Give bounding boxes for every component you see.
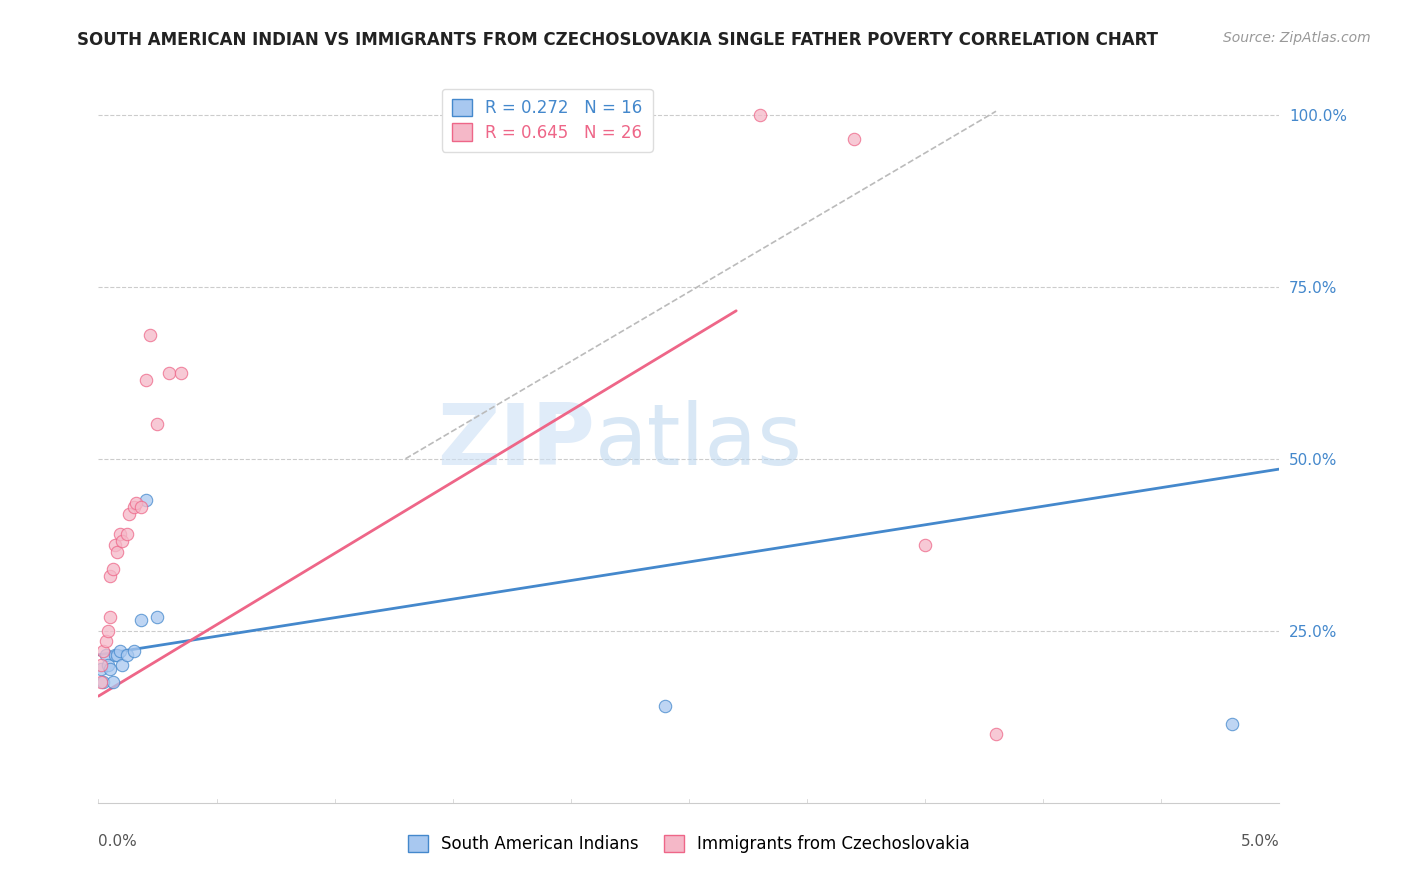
- Legend: South American Indians, Immigrants from Czechoslovakia: South American Indians, Immigrants from …: [401, 828, 977, 860]
- Point: [146, 610, 169, 624]
- Point: [135, 373, 157, 387]
- Point: [129, 500, 152, 514]
- Text: ZIP: ZIP: [437, 400, 595, 483]
- Point: [129, 614, 152, 628]
- Point: [157, 366, 180, 380]
- Point: [94, 648, 117, 662]
- Point: [844, 132, 866, 146]
- Point: [97, 658, 120, 673]
- Point: [139, 327, 162, 342]
- Point: [90, 658, 112, 673]
- Point: [115, 648, 138, 662]
- Point: [90, 662, 112, 676]
- Text: 5.0%: 5.0%: [1240, 834, 1279, 849]
- Point: [122, 500, 145, 514]
- Point: [146, 417, 169, 432]
- Point: [118, 507, 141, 521]
- Point: [94, 634, 117, 648]
- Point: [101, 675, 124, 690]
- Point: [111, 658, 134, 673]
- Point: [115, 527, 138, 541]
- Point: [91, 675, 114, 690]
- Text: Source: ZipAtlas.com: Source: ZipAtlas.com: [1223, 31, 1371, 45]
- Point: [984, 727, 1007, 741]
- Point: [108, 527, 131, 541]
- Point: [1220, 716, 1243, 731]
- Point: [748, 108, 770, 122]
- Point: [98, 568, 121, 582]
- Point: [135, 493, 157, 508]
- Point: [914, 538, 936, 552]
- Point: [98, 662, 121, 676]
- Point: [108, 644, 131, 658]
- Point: [104, 648, 127, 662]
- Point: [98, 610, 121, 624]
- Point: [105, 648, 128, 662]
- Point: [90, 675, 112, 690]
- Point: [654, 699, 676, 714]
- Point: [170, 366, 193, 380]
- Point: [104, 538, 127, 552]
- Point: [101, 562, 124, 576]
- Point: [122, 644, 145, 658]
- Text: SOUTH AMERICAN INDIAN VS IMMIGRANTS FROM CZECHOSLOVAKIA SINGLE FATHER POVERTY CO: SOUTH AMERICAN INDIAN VS IMMIGRANTS FROM…: [77, 31, 1159, 49]
- Point: [125, 496, 148, 510]
- Point: [105, 544, 128, 558]
- Text: atlas: atlas: [595, 400, 803, 483]
- Point: [111, 534, 134, 549]
- Text: 0.0%: 0.0%: [98, 834, 138, 849]
- Point: [91, 644, 114, 658]
- Point: [97, 624, 120, 638]
